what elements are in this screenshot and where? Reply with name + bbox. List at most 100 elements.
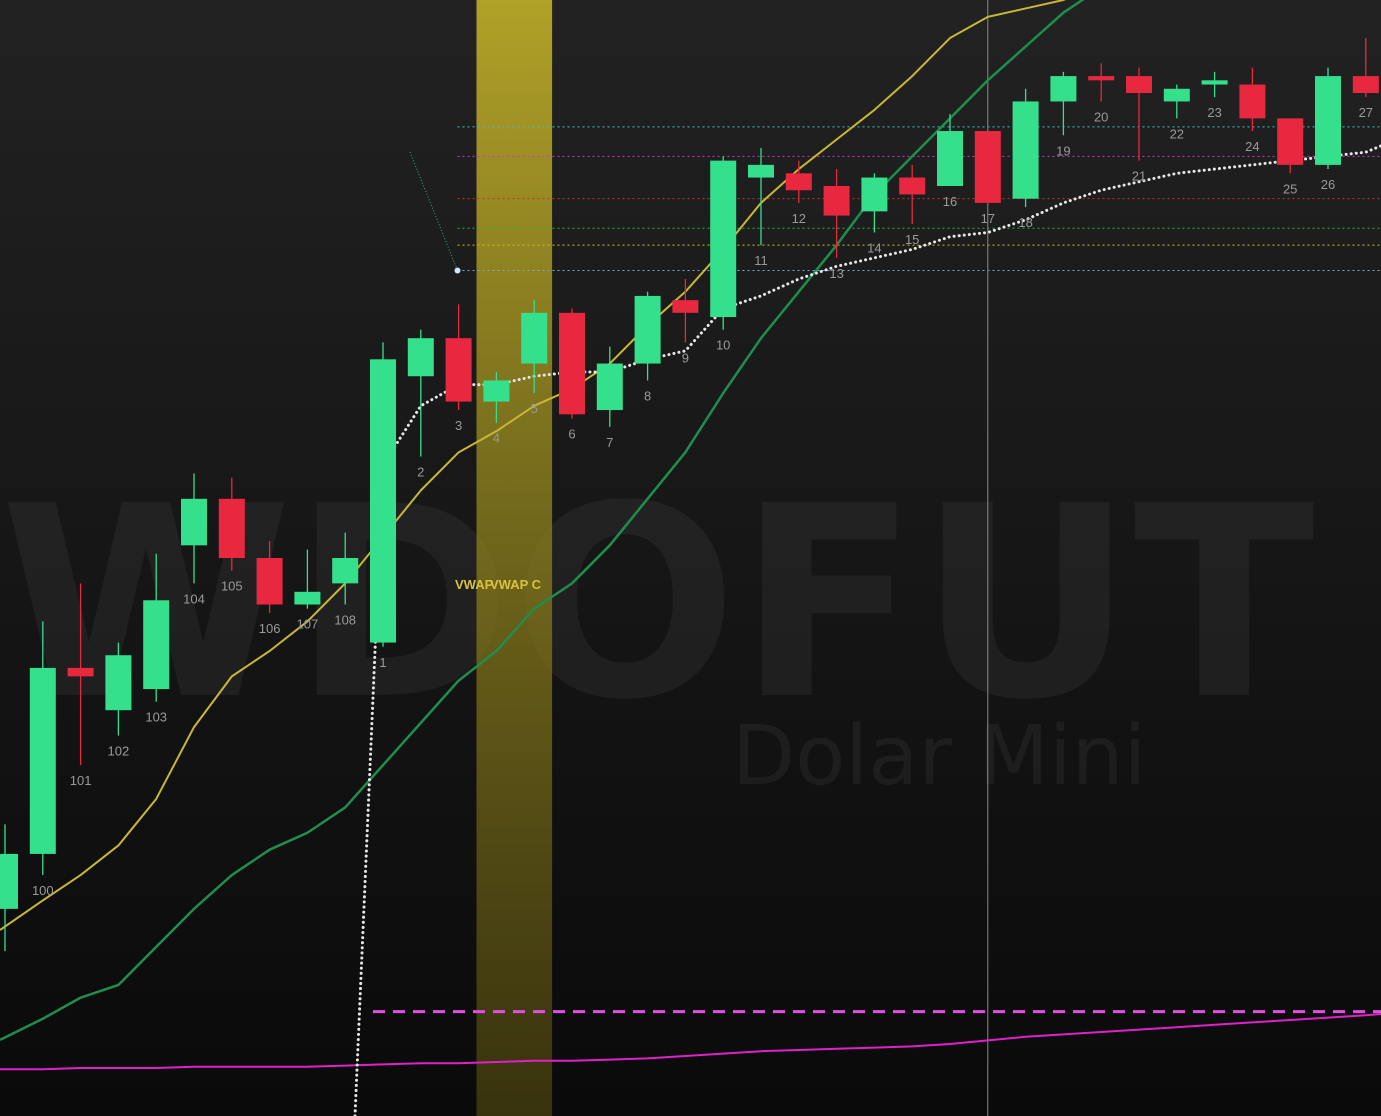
bar-number-label: 24 [1245, 139, 1259, 154]
candle[interactable] [105, 642, 132, 736]
price-levels-layer [409, 126, 1381, 274]
candle[interactable] [596, 346, 623, 427]
bar-number-label: 20 [1094, 109, 1108, 124]
candle-body [823, 186, 850, 216]
candle[interactable] [521, 300, 548, 394]
candle[interactable] [29, 621, 56, 876]
candle[interactable] [370, 342, 396, 647]
candle-body [1352, 76, 1379, 93]
indicator-line [0, 1013, 1381, 1071]
bar-number-label: 102 [108, 744, 130, 759]
bar-number-label: 9 [682, 350, 689, 365]
candle-body [710, 160, 737, 318]
candle[interactable] [710, 156, 737, 330]
vwap-c-tag: VWAP C [490, 577, 542, 592]
candle-body [861, 177, 888, 212]
candle-body [1088, 76, 1115, 81]
candle-body [634, 295, 661, 364]
candle[interactable] [1201, 71, 1228, 98]
candle[interactable] [445, 304, 472, 411]
candle-body [748, 164, 774, 178]
subtitle-watermark: Dolar Mini [732, 709, 1146, 804]
candle-body [559, 312, 585, 415]
symbol-watermark: WDOFUT 5 [0, 450, 1381, 758]
bar-number-label: 103 [145, 710, 167, 725]
candle-body [294, 591, 321, 605]
bar-number-label: 27 [1359, 105, 1373, 120]
candle[interactable] [256, 541, 283, 613]
candle[interactable] [218, 477, 245, 571]
bar-number-label: 105 [221, 579, 243, 594]
bar-number-label: 13 [829, 266, 843, 281]
highlight-band-layer [476, 0, 553, 1116]
candle[interactable] [181, 473, 207, 584]
trendline [409, 151, 458, 271]
candle-body [181, 498, 207, 546]
candle[interactable] [1277, 118, 1304, 174]
bar-number-label: 104 [183, 591, 205, 606]
bar-number-label: 8 [644, 388, 651, 403]
candle-body [1126, 76, 1152, 93]
candle[interactable] [1239, 67, 1266, 132]
candle[interactable] [1050, 71, 1077, 136]
candle[interactable] [937, 114, 963, 186]
candle-body [672, 300, 699, 313]
trendline-anchor [454, 267, 461, 274]
bar-number-label: 25 [1283, 181, 1297, 196]
candle[interactable] [823, 169, 850, 258]
bar-number-label: 10 [716, 338, 730, 353]
bar-number-label: 15 [905, 232, 919, 247]
candle[interactable] [899, 164, 926, 225]
bar-number-label: 106 [259, 621, 281, 636]
candle-body [256, 558, 283, 605]
bar-number-label: 3 [455, 418, 462, 433]
candle-body [483, 380, 510, 402]
candle[interactable] [634, 291, 661, 381]
candle-body [105, 655, 132, 711]
candle[interactable] [785, 160, 812, 203]
candle[interactable] [143, 553, 170, 702]
bar-number-label: 108 [334, 613, 356, 628]
candle-body [899, 177, 926, 195]
candle[interactable] [67, 583, 94, 766]
bar-number-label: 12 [792, 211, 806, 226]
candle[interactable] [1315, 67, 1341, 170]
candle[interactable] [0, 824, 18, 952]
candle-body [407, 338, 434, 377]
bar-number-label: 14 [867, 241, 881, 256]
candle[interactable] [974, 131, 1001, 203]
candles-layer[interactable] [0, 38, 1379, 952]
candle-body [1201, 80, 1228, 85]
bar-number-label: 5 [531, 401, 538, 416]
candle[interactable] [332, 532, 359, 605]
candle-body [785, 173, 812, 191]
candle[interactable] [294, 549, 321, 609]
candle[interactable] [861, 173, 888, 233]
candle-body [370, 359, 396, 643]
highlight-band [476, 0, 553, 1116]
candle[interactable] [748, 147, 774, 246]
candle-body [0, 853, 18, 909]
candle[interactable] [1012, 88, 1039, 208]
candle[interactable] [407, 329, 434, 457]
indicator-layer [0, 1010, 1381, 1071]
candle-body [1239, 84, 1266, 119]
candle[interactable] [1163, 84, 1190, 119]
bar-number-label: 19 [1056, 143, 1070, 158]
candle[interactable] [672, 279, 699, 343]
bar-number-label: 107 [297, 617, 319, 632]
candle[interactable] [1126, 67, 1152, 161]
candle-body [1277, 118, 1304, 165]
candle[interactable] [483, 372, 510, 423]
bar-number-label: 21 [1132, 169, 1146, 184]
candle[interactable] [559, 308, 585, 419]
candle-body [218, 498, 245, 558]
bar-number-label: 18 [1018, 215, 1032, 230]
candle[interactable] [1352, 38, 1379, 98]
vwap-line [353, 144, 1381, 1116]
candle[interactable] [1088, 63, 1115, 102]
